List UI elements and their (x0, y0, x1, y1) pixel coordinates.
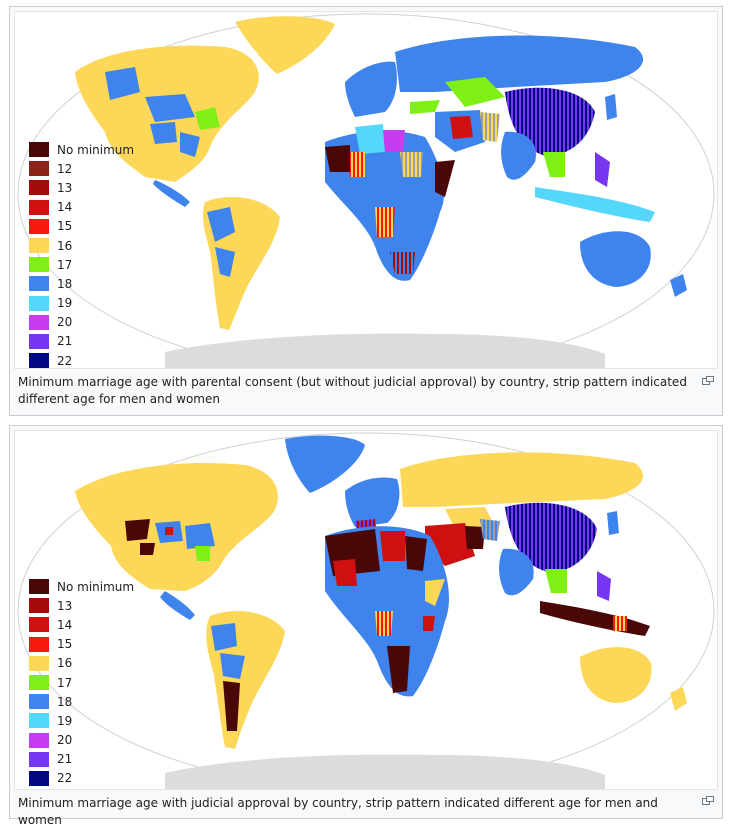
legend-label: 15 (57, 637, 73, 652)
legend-label: 19 (57, 713, 73, 728)
legend-swatch (29, 199, 49, 215)
legend-swatch (29, 218, 49, 234)
legend-item: 22 (29, 351, 134, 368)
legend-item: 13 (29, 178, 134, 197)
figure-caption: Minimum marriage age with parental conse… (18, 375, 687, 406)
legend-item: 15 (29, 217, 134, 236)
legend-swatch (29, 142, 49, 158)
legend-label: 15 (57, 219, 73, 234)
legend-swatch (29, 770, 49, 786)
legend-item: 21 (29, 332, 134, 351)
legend-swatch (29, 598, 49, 614)
world-map-svg (17, 13, 715, 368)
legend-swatch (29, 636, 49, 652)
legend-label: 18 (57, 276, 73, 291)
argentina (223, 681, 240, 731)
russia (400, 452, 644, 507)
legend-swatch (29, 314, 49, 330)
europe (345, 477, 400, 527)
legend-item: 22 (29, 769, 134, 788)
legend-item: 13 (29, 596, 134, 615)
legend-parental-consent: No minimum 12 13 14 15 16 17 18 19 20 21… (29, 140, 134, 368)
legend-swatch (29, 161, 49, 177)
legend-label: 13 (57, 180, 73, 195)
legend-item: No minimum (29, 140, 134, 159)
map-judicial-approval[interactable]: No minimum 13 14 15 16 17 18 19 20 21 22 (14, 430, 718, 790)
australia (580, 647, 652, 703)
legend-label: 22 (57, 771, 73, 786)
legend-swatch (29, 353, 49, 368)
legend-label: 19 (57, 296, 73, 311)
china (505, 502, 597, 573)
legend-item: 19 (29, 711, 134, 730)
legend-label: 17 (57, 675, 73, 690)
legend-label: 16 (57, 656, 73, 671)
map-parental-consent[interactable]: No minimum 12 13 14 15 16 17 18 19 20 21… (14, 11, 718, 369)
legend-label: No minimum (57, 579, 135, 594)
figure-parental-consent: No minimum 12 13 14 15 16 17 18 19 20 21… (9, 6, 723, 416)
legend-label: 14 (57, 200, 73, 215)
world-map-svg (17, 432, 715, 789)
europe (345, 61, 397, 117)
legend-item: 16 (29, 236, 134, 255)
legend-judicial-approval: No minimum 13 14 15 16 17 18 19 20 21 22 (29, 577, 134, 788)
legend-item: 12 (29, 159, 134, 178)
legend-item: 15 (29, 635, 134, 654)
legend-swatch (29, 617, 49, 633)
indonesia (535, 187, 655, 222)
legend-swatch (29, 675, 49, 691)
legend-label: 18 (57, 694, 73, 709)
legend-swatch (29, 238, 49, 254)
central-asia (445, 77, 505, 107)
legend-swatch (29, 180, 49, 196)
russia (395, 35, 644, 92)
legend-swatch (29, 257, 49, 273)
greenland (235, 16, 335, 74)
enlarge-icon[interactable] (702, 376, 714, 385)
legend-swatch (29, 732, 49, 748)
figure-judicial-approval: No minimum 13 14 15 16 17 18 19 20 21 22… (9, 425, 723, 827)
legend-label: 22 (57, 353, 73, 368)
antarctica (165, 754, 605, 789)
legend-item: 18 (29, 692, 134, 711)
legend-item: 17 (29, 255, 134, 274)
legend-item: 19 (29, 294, 134, 313)
australia (580, 231, 651, 287)
legend-item: 14 (29, 198, 134, 217)
legend-label: 16 (57, 238, 73, 253)
legend-label: No minimum (57, 142, 135, 157)
legend-item: 14 (29, 615, 134, 634)
legend-swatch (29, 295, 49, 311)
legend-swatch (29, 694, 49, 710)
legend-swatch (29, 751, 49, 767)
legend-item: 16 (29, 654, 134, 673)
legend-swatch (29, 579, 49, 595)
india (499, 548, 534, 596)
legend-item: 20 (29, 731, 134, 750)
india (501, 131, 536, 180)
legend-label: 14 (57, 617, 73, 632)
legend-label: 20 (57, 315, 73, 330)
legend-item: No minimum (29, 577, 134, 596)
legend-label: 21 (57, 752, 73, 767)
legend-label: 20 (57, 733, 73, 748)
legend-swatch (29, 276, 49, 292)
legend-swatch (29, 333, 49, 349)
legend-item: 20 (29, 313, 134, 332)
figure-caption: Minimum marriage age with judicial appro… (18, 796, 658, 827)
legend-item: 21 (29, 750, 134, 769)
legend-label: 13 (57, 598, 73, 613)
legend-label: 17 (57, 257, 73, 272)
legend-item: 17 (29, 673, 134, 692)
enlarge-icon[interactable] (702, 796, 714, 805)
legend-item: 18 (29, 274, 134, 293)
legend-label: 12 (57, 161, 73, 176)
legend-label: 21 (57, 334, 73, 349)
antarctica (165, 333, 605, 368)
legend-swatch (29, 655, 49, 671)
greenland (285, 435, 365, 493)
legend-swatch (29, 713, 49, 729)
